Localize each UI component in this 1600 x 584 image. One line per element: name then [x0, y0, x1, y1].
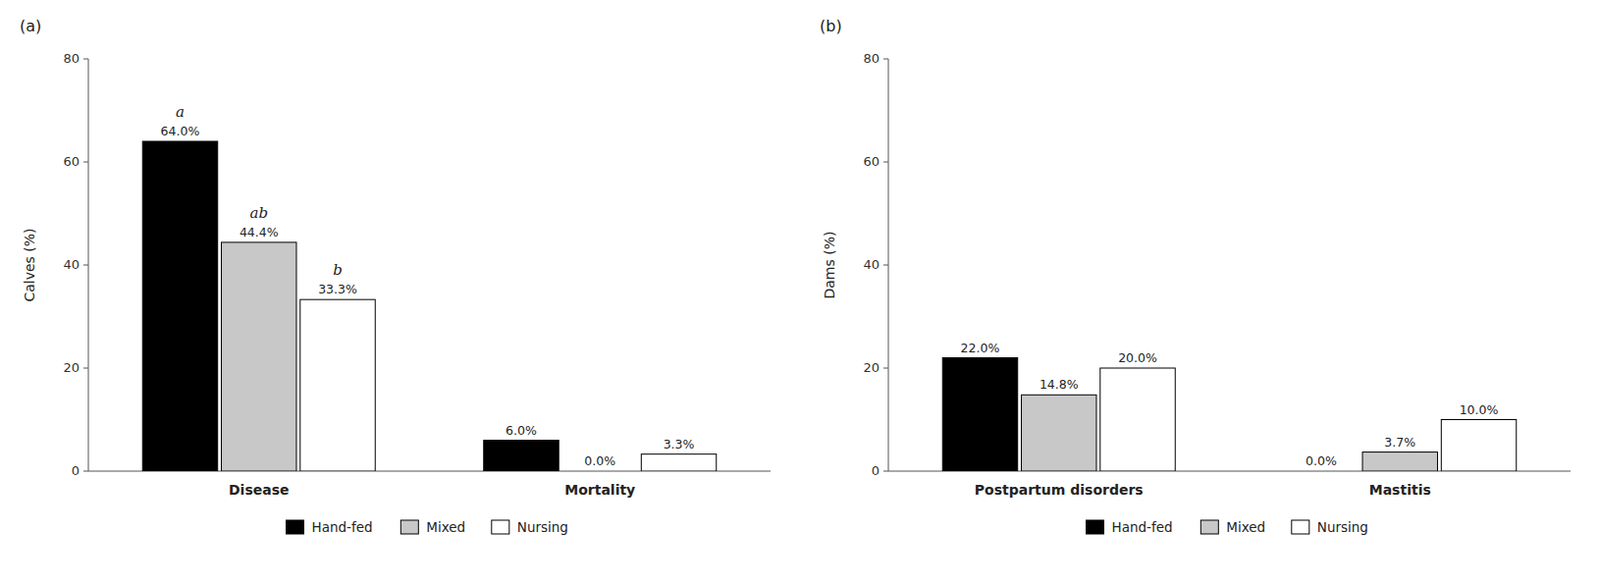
- bar: [1100, 368, 1175, 472]
- y-tick-label: 20: [862, 360, 880, 375]
- y-axis-label: Dams (%): [821, 231, 838, 300]
- y-tick-label: 40: [862, 257, 880, 272]
- panel-title: (a): [19, 16, 42, 36]
- legend-label: Nursing: [517, 519, 569, 535]
- legend-label: Hand-fed: [312, 519, 374, 535]
- legend-swatch: [400, 520, 419, 534]
- y-tick-label: 0: [71, 463, 80, 479]
- data-label: 22.0%: [960, 340, 1001, 356]
- bar: [562, 471, 638, 473]
- data-label: 10.0%: [1459, 402, 1499, 418]
- data-label: 64.0%: [160, 123, 201, 139]
- labels: 64.0% a 44.4% ab 33.3% b 6.0% 0.0% 3.3%: [160, 103, 695, 469]
- bar: [142, 141, 217, 472]
- y-tick: [83, 265, 89, 267]
- bar: [483, 440, 559, 473]
- bars: [142, 141, 716, 472]
- y-tick: [83, 58, 89, 60]
- data-label: 0.0%: [1305, 453, 1337, 469]
- y-tick-label: 80: [62, 51, 80, 66]
- bar: [640, 454, 716, 472]
- panel: (a) 0 20 40 60 80 Calves (%) 64.0% a 44.4% ab 33.3%…: [19, 16, 771, 535]
- y-axis-line: [888, 58, 890, 472]
- legend-label: Hand-fed: [1112, 519, 1174, 535]
- x-tick-label: Mortality: [564, 481, 636, 498]
- y-tick: [883, 161, 889, 163]
- bar: [221, 242, 297, 472]
- significance-letter: b: [332, 261, 343, 279]
- y-tick-label: 0: [871, 463, 880, 479]
- y-tick: [83, 368, 89, 370]
- data-label: 3.7%: [1384, 434, 1416, 450]
- panel-title: (b): [819, 16, 843, 36]
- y-axis: 0 20 40 60 80: [862, 51, 1571, 479]
- significance-letter: a: [175, 103, 185, 121]
- data-label: 44.4%: [239, 224, 279, 240]
- y-tick-label: 60: [62, 154, 80, 169]
- y-tick: [83, 161, 89, 163]
- legend-swatch: [1200, 520, 1219, 534]
- legend-swatch: [286, 520, 305, 534]
- x-tick-label: Mastitis: [1369, 481, 1432, 498]
- bar: [1440, 420, 1516, 473]
- y-tick-label: 20: [62, 360, 80, 375]
- y-axis-label: Calves (%): [21, 227, 38, 302]
- data-label: 14.8%: [1039, 376, 1079, 392]
- labels: 22.0% 14.8% 20.0% 0.0% 3.7% 10.0%: [960, 340, 1499, 470]
- panel: (b) 0 20 40 60 80 Dams (%) 22.0% 14.8% 20.0% 0.0% 3…: [819, 16, 1571, 535]
- legend-swatch: [491, 520, 510, 534]
- y-tick-label: 40: [62, 257, 80, 272]
- y-tick-label: 80: [862, 51, 880, 66]
- bar: [1283, 471, 1359, 473]
- significance-letter: ab: [249, 204, 268, 222]
- legend: Hand-fed Mixed Nursing: [286, 519, 569, 535]
- data-label: 20.0%: [1118, 350, 1158, 366]
- y-tick: [883, 58, 889, 60]
- y-tick-label: 60: [862, 154, 880, 169]
- figure: (a) 0 20 40 60 80 Calves (%) 64.0% a 44.4% ab 33.3%…: [0, 0, 1600, 584]
- y-tick: [83, 471, 89, 473]
- bar: [1021, 394, 1097, 472]
- legend-swatch: [1086, 520, 1105, 534]
- legend-label: Nursing: [1317, 519, 1369, 535]
- data-label: 33.3%: [318, 281, 358, 297]
- x-tick-label: Disease: [228, 481, 290, 498]
- legend-label: Mixed: [1226, 519, 1266, 535]
- y-tick: [883, 265, 889, 267]
- y-tick: [883, 368, 889, 370]
- legend-swatch: [1291, 520, 1310, 534]
- x-tick-label: Postpartum disorders: [974, 481, 1144, 498]
- legend: Hand-fed Mixed Nursing: [1086, 519, 1369, 535]
- data-label: 6.0%: [505, 423, 537, 438]
- data-label: 0.0%: [584, 453, 616, 469]
- bar: [942, 358, 1017, 473]
- bars: [942, 358, 1516, 473]
- y-axis: 0 20 40 60 80: [62, 51, 771, 479]
- legend-label: Mixed: [426, 519, 466, 535]
- data-label: 3.3%: [663, 436, 695, 452]
- y-tick: [883, 471, 889, 473]
- y-axis-line: [88, 58, 90, 472]
- bar: [1362, 452, 1438, 472]
- bar: [300, 299, 375, 472]
